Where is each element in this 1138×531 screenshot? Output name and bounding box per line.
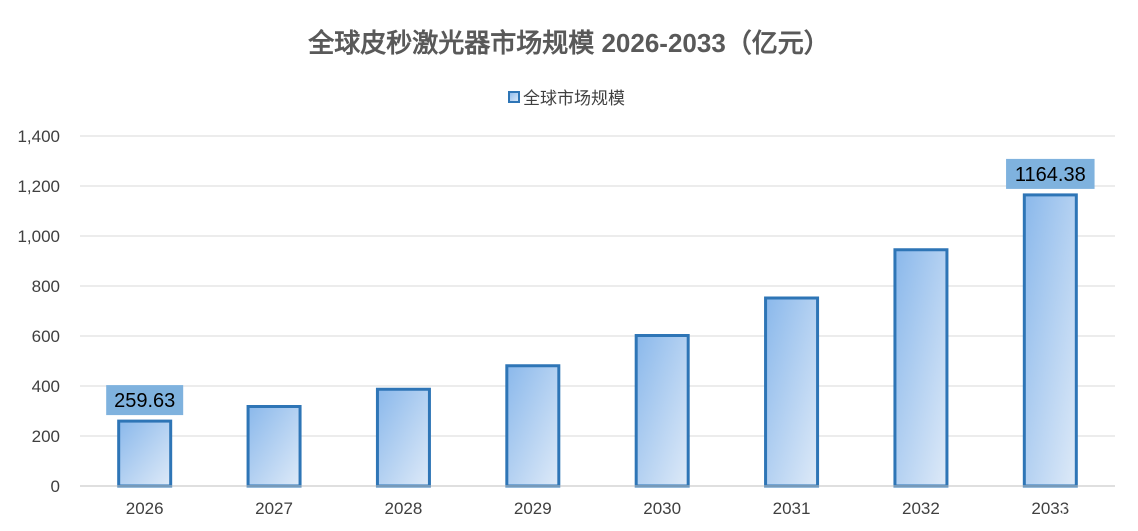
x-tick-label: 2031 [773,499,811,518]
x-tick-label: 2027 [255,499,293,518]
data-label: 1164.38 [1015,164,1086,186]
x-tick-label: 2029 [514,499,552,518]
legend: 全球市场规模 [508,89,625,108]
bar [893,248,949,488]
y-tick-label: 0 [51,477,60,496]
bar [505,364,561,488]
legend-label: 全球市场规模 [523,89,625,108]
data-labels: 259.63 1164.38 [106,158,1095,416]
watermark: 格隆汇 [1062,505,1130,525]
y-tick-label: 1,400 [17,127,60,146]
y-tick-label: 1,000 [17,227,60,246]
bar [117,419,173,488]
bar [634,334,690,488]
x-tick-label: 2028 [385,499,423,518]
data-label-box [106,385,184,416]
bar [1022,193,1078,488]
chart-title: 全球皮秒激光器市场规模 2026-2033（亿元） [307,28,830,58]
bar [246,405,302,488]
y-tick-label: 600 [32,327,60,346]
y-tick-label: 400 [32,377,60,396]
watermark-logo-icon [1062,505,1082,525]
y-axis-ticks: 0 200 400 600 800 1,000 1,200 1,400 [17,127,60,496]
legend-swatch [508,91,520,103]
x-axis-ticks: 2026 2027 2028 2029 2030 2031 2032 2033 [126,499,1069,518]
x-tick-label: 2030 [643,499,681,518]
x-tick-label: 2026 [126,499,164,518]
bar [764,296,820,488]
y-tick-label: 200 [32,427,60,446]
data-label-box [1006,158,1095,189]
y-tick-label: 800 [32,277,60,296]
data-label: 259.63 [114,390,175,412]
y-tick-label: 1,200 [17,177,60,196]
bar [375,387,431,488]
watermark-text: 格隆汇 [1085,508,1130,525]
x-tick-label: 2033 [1031,499,1069,518]
x-tick-label: 2032 [902,499,940,518]
bars [117,193,1078,488]
gridlines [80,135,1115,437]
